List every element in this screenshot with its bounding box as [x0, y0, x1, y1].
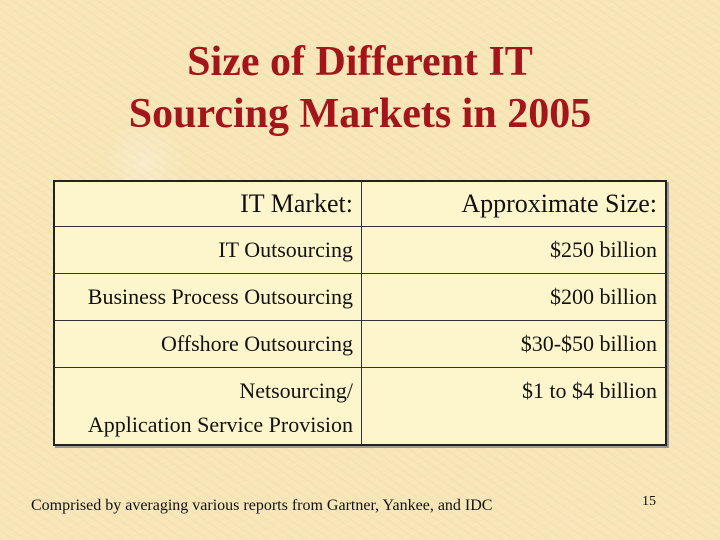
table-row: Offshore Outsourcing $30-$50 billion	[53, 320, 667, 368]
slide-title-line-2: Sourcing Markets in 2005	[128, 91, 592, 137]
size-cell: $200 billion	[361, 273, 667, 321]
size-cell: $1 to $4 billion	[361, 367, 667, 446]
market-cell: Business Process Outsourcing	[53, 273, 362, 321]
table-header-row: IT Market: Approximate Size:	[53, 180, 667, 227]
size-cell-text: $1 to $4 billion	[521, 378, 657, 403]
market-cell-line-2: Application Service Provision	[87, 412, 353, 437]
source-footnote: Comprised by averaging various reports f…	[31, 497, 493, 514]
header-approximate-size: Approximate Size:	[361, 180, 667, 227]
market-cell: IT Outsourcing	[53, 226, 362, 274]
size-cell: $250 billion	[361, 226, 667, 274]
table-row: IT Outsourcing $250 billion	[53, 226, 667, 274]
market-cell: Offshore Outsourcing	[53, 320, 362, 368]
size-cell: $30-$50 billion	[361, 320, 667, 368]
market-cell-line-1: Netsourcing/	[239, 378, 353, 403]
table-row: Netsourcing/ Application Service Provisi…	[53, 367, 667, 446]
slide-title-line-1: Size of Different IT	[187, 39, 533, 85]
slide-title: Size of Different IT Sourcing Markets in…	[0, 36, 720, 140]
market-size-table: IT Market: Approximate Size: IT Outsourc…	[53, 180, 667, 446]
market-cell: Netsourcing/ Application Service Provisi…	[53, 367, 362, 446]
table-row: Business Process Outsourcing $200 billio…	[53, 273, 667, 321]
header-it-market: IT Market:	[53, 180, 362, 227]
page-number: 15	[642, 494, 656, 509]
